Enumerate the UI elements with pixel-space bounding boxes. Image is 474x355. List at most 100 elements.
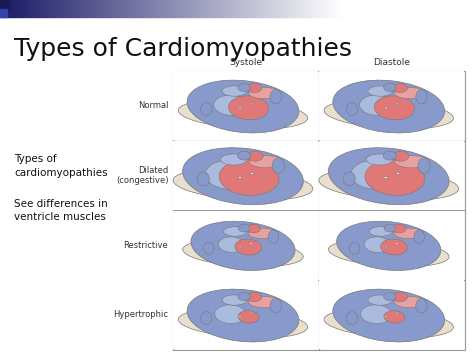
Bar [264, 0, 267, 17]
Ellipse shape [395, 243, 398, 244]
Ellipse shape [268, 230, 279, 244]
Bar [216, 0, 219, 17]
Bar [188, 0, 191, 17]
Bar [239, 0, 242, 17]
Bar [319, 211, 464, 280]
Bar [230, 0, 233, 17]
Bar [54, 0, 57, 17]
Bar [270, 0, 273, 17]
Bar [20, 0, 23, 17]
Bar [245, 0, 247, 17]
Bar [338, 0, 341, 17]
Bar [125, 0, 128, 17]
Bar [162, 0, 165, 17]
Ellipse shape [218, 237, 245, 252]
Ellipse shape [249, 243, 253, 244]
Ellipse shape [395, 103, 399, 105]
Bar [179, 0, 182, 17]
Ellipse shape [384, 311, 405, 323]
Text: Types of
cardiomyopathies: Types of cardiomyopathies [14, 154, 108, 178]
Bar [262, 0, 264, 17]
Bar [282, 0, 284, 17]
Bar [319, 141, 464, 210]
Bar [48, 0, 51, 17]
Bar [165, 0, 168, 17]
Bar [57, 0, 60, 17]
Bar [111, 0, 114, 17]
Bar [182, 0, 185, 17]
Bar [310, 0, 313, 17]
Bar [97, 0, 100, 17]
Bar [171, 0, 173, 17]
Ellipse shape [366, 154, 393, 165]
Bar [37, 0, 40, 17]
Ellipse shape [250, 312, 253, 314]
Bar [202, 0, 205, 17]
Bar [131, 0, 134, 17]
Ellipse shape [222, 295, 247, 305]
Bar [173, 0, 176, 17]
Bar [74, 0, 77, 17]
Ellipse shape [418, 158, 430, 174]
Ellipse shape [238, 224, 250, 232]
Ellipse shape [182, 239, 303, 267]
Ellipse shape [178, 99, 308, 129]
Bar [173, 211, 319, 280]
Bar [119, 0, 122, 17]
Ellipse shape [416, 299, 427, 313]
Ellipse shape [337, 221, 441, 271]
Bar [23, 0, 26, 17]
Ellipse shape [214, 95, 247, 115]
Ellipse shape [215, 305, 246, 324]
Ellipse shape [228, 96, 269, 120]
Ellipse shape [369, 227, 392, 236]
Ellipse shape [346, 312, 358, 324]
Bar [9, 0, 11, 17]
Ellipse shape [374, 96, 414, 120]
Ellipse shape [220, 154, 247, 165]
Bar [299, 0, 301, 17]
Bar [324, 0, 327, 17]
Bar [301, 0, 304, 17]
Bar [65, 0, 68, 17]
Ellipse shape [328, 239, 449, 267]
Ellipse shape [395, 155, 429, 168]
Bar [122, 0, 125, 17]
Bar [279, 0, 282, 17]
Ellipse shape [383, 83, 396, 92]
Bar [196, 0, 199, 17]
Ellipse shape [324, 99, 454, 129]
Ellipse shape [222, 86, 247, 96]
Bar [31, 0, 34, 17]
Ellipse shape [333, 80, 445, 133]
Ellipse shape [247, 151, 263, 161]
Ellipse shape [319, 169, 458, 201]
Ellipse shape [239, 246, 242, 248]
Bar [199, 0, 202, 17]
Text: Systole: Systole [229, 58, 263, 67]
Ellipse shape [238, 107, 242, 109]
Bar [102, 0, 105, 17]
Bar [256, 0, 259, 17]
Ellipse shape [270, 299, 282, 313]
Ellipse shape [394, 228, 423, 239]
Bar [159, 0, 162, 17]
Bar [6, 0, 9, 17]
Bar [173, 141, 319, 210]
Ellipse shape [235, 239, 262, 255]
Ellipse shape [203, 242, 214, 254]
Bar [333, 0, 336, 17]
Bar [28, 0, 31, 17]
Ellipse shape [201, 312, 212, 324]
Text: Restrictive: Restrictive [124, 241, 168, 250]
Ellipse shape [247, 83, 262, 93]
Ellipse shape [238, 83, 250, 92]
Ellipse shape [250, 103, 253, 105]
Ellipse shape [361, 305, 392, 324]
Ellipse shape [247, 293, 262, 302]
Bar [0, 9, 7, 17]
Bar [156, 0, 159, 17]
Bar [284, 0, 287, 17]
Bar [219, 0, 222, 17]
Bar [290, 0, 293, 17]
